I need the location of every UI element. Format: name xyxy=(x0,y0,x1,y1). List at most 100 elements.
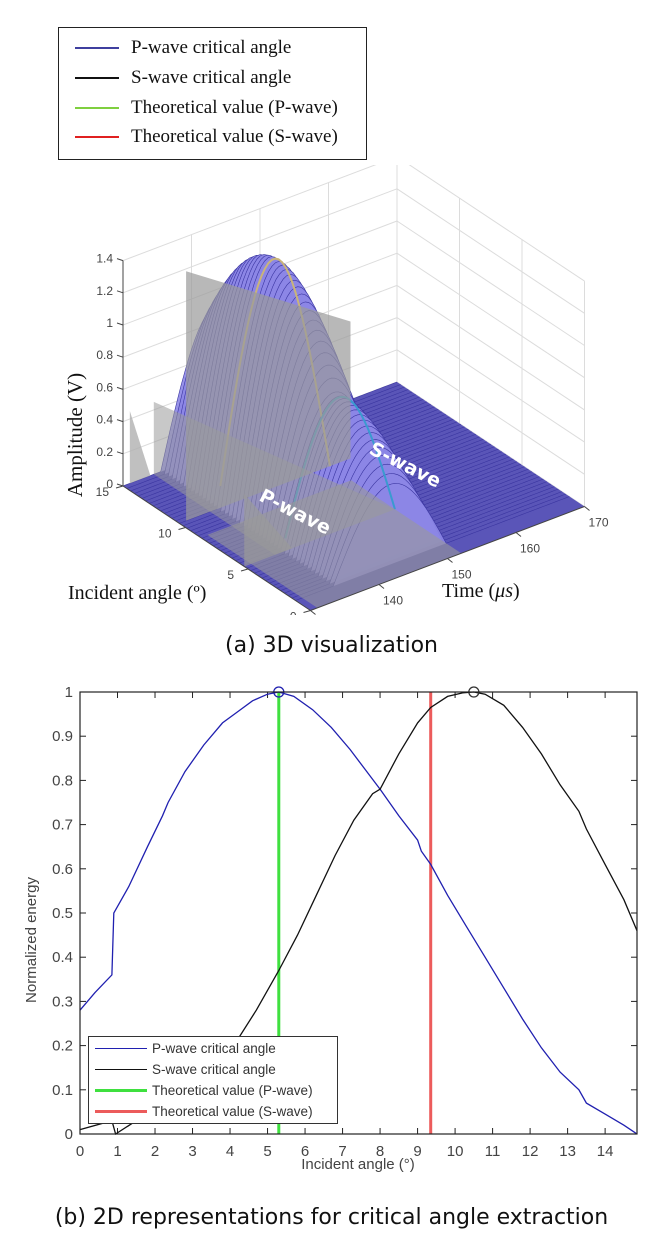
x-tick-label: 11 xyxy=(485,1143,501,1160)
x-tick-label: 1 xyxy=(113,1143,121,1160)
y-tick-label: 140 xyxy=(383,594,403,608)
z-tick-label: 0.2 xyxy=(96,445,113,459)
x-tick-label: 0 xyxy=(290,610,297,616)
z-tick-label: 0.8 xyxy=(96,348,113,362)
z-tick-label: 1.2 xyxy=(96,284,113,298)
y-axis-label-suffix: ) xyxy=(513,580,520,602)
legend-label: S-wave critical angle xyxy=(152,1062,276,1077)
x-tick-label: 10 xyxy=(158,527,172,541)
x-tick xyxy=(178,527,186,530)
x-tick-label: 4 xyxy=(226,1143,234,1160)
x-tick xyxy=(303,610,311,613)
grid-line xyxy=(396,349,585,475)
grid-line xyxy=(396,284,585,411)
x-tick-label: 6 xyxy=(301,1143,309,1160)
legend-label: P-wave critical angle xyxy=(152,1041,276,1056)
x-tick-label: 7 xyxy=(338,1143,346,1160)
p-wave-line xyxy=(79,691,638,1135)
x-tick xyxy=(115,485,124,489)
grid-line xyxy=(396,317,585,443)
x-axis-line xyxy=(122,485,311,611)
y-tick xyxy=(584,506,590,511)
axes-box xyxy=(79,691,638,1135)
legend-label: Theoretical value (P-wave) xyxy=(152,1083,313,1098)
legend-label: Theoretical value (S-wave) xyxy=(152,1104,313,1119)
z-tick xyxy=(116,354,124,358)
tick-labels-3d: 00.20.40.60.811.21.405101513014015016017… xyxy=(96,252,609,615)
x-tick-label: 10 xyxy=(447,1143,464,1160)
top-legend-entry-theory-p: Theoretical value (P-wave) xyxy=(75,94,338,122)
legend-swatch xyxy=(95,1089,147,1092)
legend-swatch xyxy=(95,1069,147,1070)
x-tick-label: 5 xyxy=(227,568,234,582)
y-tick-label: 0.9 xyxy=(52,728,73,745)
z-tick xyxy=(116,419,124,423)
x-tick-label: 0 xyxy=(76,1143,84,1160)
line-chart-2d: 0 1 2 3 4 5 6 7 8 9 10 11 12 13 1400.10.20.30.40.50.60… xyxy=(23,684,638,1173)
z-tick xyxy=(116,258,124,262)
y-tick-label: 150 xyxy=(452,568,472,582)
z-tick xyxy=(116,322,124,326)
x-axis-label-2d: Incident angle (°) xyxy=(301,1156,415,1173)
top-legend-entry-s-wave: S-wave critical angle xyxy=(75,64,291,92)
top-legend: P-wave critical angle S-wave critical an… xyxy=(58,27,367,160)
legend-label: S-wave critical angle xyxy=(131,67,292,88)
y-tick xyxy=(447,558,453,563)
y-tick xyxy=(378,584,385,589)
y-tick xyxy=(310,610,316,615)
y-axis-label-2d: Normalized energy xyxy=(23,877,40,1003)
z-tick xyxy=(116,290,124,294)
legend-swatch xyxy=(95,1048,147,1049)
legend-2d-entry-theory-p: Theoretical value (P-wave) xyxy=(95,1080,313,1101)
legend-2d-entry-theory-s: Theoretical value (S-wave) xyxy=(95,1101,313,1122)
y-tick-label: 0.7 xyxy=(52,817,73,834)
y-tick-label: 0.4 xyxy=(52,949,73,966)
p-wave-plane-edge xyxy=(129,410,151,484)
legend-2d-entry-p-wave: P-wave critical angle xyxy=(95,1038,276,1059)
caption-a: (a) 3D visualization xyxy=(225,633,438,658)
z-tick-label: 0 xyxy=(106,477,113,491)
legend-swatch xyxy=(95,1110,147,1113)
z-tick xyxy=(116,451,124,455)
x-tick-label: 13 xyxy=(559,1143,576,1160)
z-tick-label: 1 xyxy=(106,316,113,330)
legend-label: Theoretical value (S-wave) xyxy=(131,126,338,147)
y-tick-label: 0.2 xyxy=(52,1038,73,1055)
top-legend-entry-p-wave: P-wave critical angle xyxy=(75,34,291,62)
caption-b: (b) 2D representations for critical angl… xyxy=(54,1205,609,1230)
x-tick-label: 12 xyxy=(522,1143,539,1160)
x-tick-label: 15 xyxy=(96,485,110,499)
surface-plot-3d: 00.20.40.60.811.21.405101513014015016017… xyxy=(63,165,609,615)
y-tick xyxy=(515,532,522,537)
z-tick-label: 1.4 xyxy=(96,252,113,266)
y-tick-label: 1 xyxy=(65,684,73,701)
axes-3d xyxy=(115,258,590,615)
legend-2d: P-wave critical angle S-wave critical an… xyxy=(88,1036,338,1124)
y-tick-label: 0.5 xyxy=(52,905,73,922)
z-tick-label: 0.6 xyxy=(96,380,113,394)
x-tick-label: 5 xyxy=(263,1143,271,1160)
grid-line xyxy=(396,220,585,346)
top-legend-entry-theory-s: Theoretical value (S-wave) xyxy=(75,123,338,151)
x-tick-label: 3 xyxy=(188,1143,196,1160)
z-axis-label: Amplitude (V) xyxy=(63,373,87,497)
grid-line xyxy=(396,188,585,314)
grid-line xyxy=(396,252,585,379)
x-tick-label: 9 xyxy=(413,1143,421,1160)
y-tick-label: 0.1 xyxy=(52,1082,73,1099)
x-tick-label: 2 xyxy=(151,1143,159,1160)
p-wave-floor-band xyxy=(207,480,462,608)
x-tick xyxy=(240,568,249,572)
grid-line xyxy=(408,165,585,282)
legend-label: Theoretical value (P-wave) xyxy=(131,97,338,118)
legend-swatch xyxy=(75,136,119,138)
y-axis-label-prefix: Time ( xyxy=(442,580,496,602)
x-axis-label: Incident angle (º) xyxy=(68,582,206,604)
legend-swatch xyxy=(75,77,119,79)
legend-label: P-wave critical angle xyxy=(131,37,292,58)
y-tick-label: 170 xyxy=(589,516,609,530)
y-axis-label: Time (μs) xyxy=(442,580,520,602)
y-tick-label: 0.6 xyxy=(52,861,73,878)
legend-swatch xyxy=(75,107,119,109)
x-tick-label: 8 xyxy=(376,1143,384,1160)
